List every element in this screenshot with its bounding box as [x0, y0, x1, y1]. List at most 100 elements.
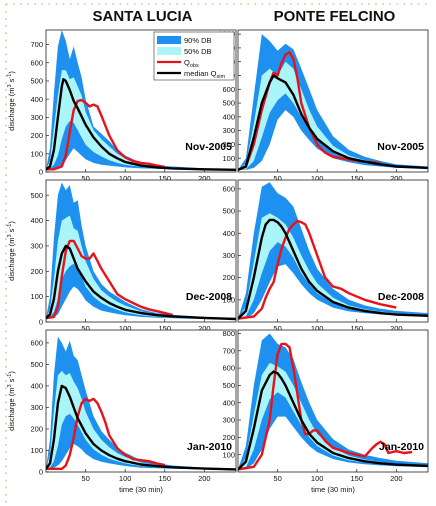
- line-qobs: [238, 219, 397, 320]
- y-tick-label: 200: [222, 433, 235, 442]
- y-axis-label-part: 3: [7, 234, 13, 237]
- y-tick-label: 300: [222, 251, 235, 260]
- y-axis-label-part: -1: [7, 224, 13, 229]
- x-tick-label: 200: [390, 174, 403, 183]
- y-tick-label: 300: [30, 242, 43, 251]
- plot-layer: [238, 333, 428, 471]
- y-tick-label: 100: [222, 450, 235, 459]
- x-tick-label: 200: [390, 324, 403, 333]
- y-tick-label: 200: [222, 273, 235, 282]
- title-santa-lucia: SANTA LUCIA: [92, 8, 193, 25]
- x-axis-label: time (30 min): [311, 485, 355, 494]
- x-tick-label: 50: [81, 324, 89, 333]
- panel-2: 1002003004005006007008009001000501001502…: [218, 29, 429, 183]
- y-tick-label: 500: [222, 99, 235, 108]
- panel-6: 100 200 300 400 500 600 700 800 50 100 150 200 Jan-2…: [222, 329, 429, 494]
- x-tick-label: 150: [350, 174, 363, 183]
- x-tick-label: 50: [273, 324, 281, 333]
- x-tick-label: 100: [311, 474, 324, 483]
- y-tick-label: 600: [30, 58, 43, 67]
- line-median-qsim: [46, 384, 236, 471]
- y-axis-label: discharge (m3 s-1): [7, 371, 16, 431]
- x-tick-label: 100: [311, 174, 324, 183]
- legend-label-main: Q: [184, 58, 190, 67]
- band-90-db: [238, 182, 428, 319]
- event-date-label: Dec-2008: [378, 291, 424, 303]
- event-date-label: Dec-2008: [186, 291, 232, 303]
- x-tick-label: 150: [158, 324, 171, 333]
- line-qobs: [46, 397, 166, 470]
- x-tick-label: 150: [158, 474, 171, 483]
- plot-layer: [46, 182, 236, 321]
- plot-frame: [45, 329, 237, 473]
- y-axis-label-part: ): [7, 71, 16, 74]
- y-tick-label: 600: [222, 85, 235, 94]
- x-axis-label: time (30 min): [119, 485, 163, 494]
- y-axis-label-part: discharge (m: [7, 237, 16, 280]
- line-qobs: [238, 342, 413, 471]
- legend-label: 90% DB: [184, 36, 212, 45]
- x-tick-label: 100: [119, 324, 132, 333]
- line-qobs: [238, 50, 381, 172]
- y-tick-label: 500: [222, 381, 235, 390]
- line-median-qsim: [46, 78, 236, 171]
- y-tick-label: 100: [30, 149, 43, 158]
- plot-layer: [46, 336, 236, 471]
- band-50-db: [238, 61, 428, 170]
- y-tick-label: 0: [39, 168, 43, 177]
- y-tick-label: 400: [222, 398, 235, 407]
- y-tick-label: 700: [222, 346, 235, 355]
- y-axis-label-part: 3: [7, 384, 13, 387]
- y-tick-label: 400: [30, 95, 43, 104]
- x-tick-label: 200: [390, 474, 403, 483]
- y-tick-label: 500: [30, 191, 43, 200]
- y-tick-label: 400: [222, 229, 235, 238]
- y-axis-label: discharge (m3 s-1): [7, 221, 16, 281]
- event-date-label: Jan-2010: [187, 441, 232, 453]
- x-tick-label: 150: [158, 174, 171, 183]
- y-tick-label: 800: [222, 329, 235, 338]
- y-tick-label: 600: [30, 339, 43, 348]
- legend-label-sub: sim: [217, 74, 226, 80]
- band-90-db: [238, 333, 428, 470]
- x-tick-label: 50: [273, 174, 281, 183]
- y-tick-label: 400: [30, 382, 43, 391]
- y-tick-label: 500: [30, 360, 43, 369]
- y-tick-label: 500: [30, 77, 43, 86]
- legend-swatch-50-db: [157, 47, 181, 55]
- line-qobs: [46, 239, 173, 320]
- y-axis-label-part: s: [7, 228, 16, 234]
- y-tick-label: 300: [30, 113, 43, 122]
- plot-layer: [238, 182, 428, 320]
- band-50-db: [238, 362, 428, 470]
- event-date-label: Jan-2010: [379, 441, 424, 453]
- plot-layer: [46, 30, 236, 171]
- plot-frame: [237, 329, 429, 473]
- band-50-db: [46, 215, 236, 320]
- x-tick-label: 50: [273, 474, 281, 483]
- plot-frame: [237, 179, 429, 323]
- y-tick-label: 700: [30, 40, 43, 49]
- x-tick-label: 200: [198, 324, 211, 333]
- y-tick-label: 200: [222, 140, 235, 149]
- x-tick-label: 50: [81, 174, 89, 183]
- y-axis-label-part: -1: [7, 374, 13, 379]
- y-tick-label: 400: [222, 112, 235, 121]
- line-median-qsim: [238, 370, 428, 471]
- y-tick-label: 100: [222, 295, 235, 304]
- y-axis-label-part: ): [7, 371, 16, 374]
- line-median-qsim: [238, 218, 428, 320]
- y-axis-label-part: s: [7, 78, 16, 84]
- x-tick-label: 200: [198, 474, 211, 483]
- x-tick-label: 150: [350, 474, 363, 483]
- line-qobs: [46, 98, 165, 171]
- panel-3: 0 100 200 300 400 500 50 100 150 200 Dec-2008 disch…: [7, 179, 237, 333]
- y-tick-label: 300: [222, 126, 235, 135]
- y-tick-label: 300: [30, 403, 43, 412]
- y-axis-label-part: discharge (m: [7, 87, 16, 130]
- plot-frame: [45, 179, 237, 323]
- title-ponte-felcino: PONTE FELCINO: [273, 8, 396, 25]
